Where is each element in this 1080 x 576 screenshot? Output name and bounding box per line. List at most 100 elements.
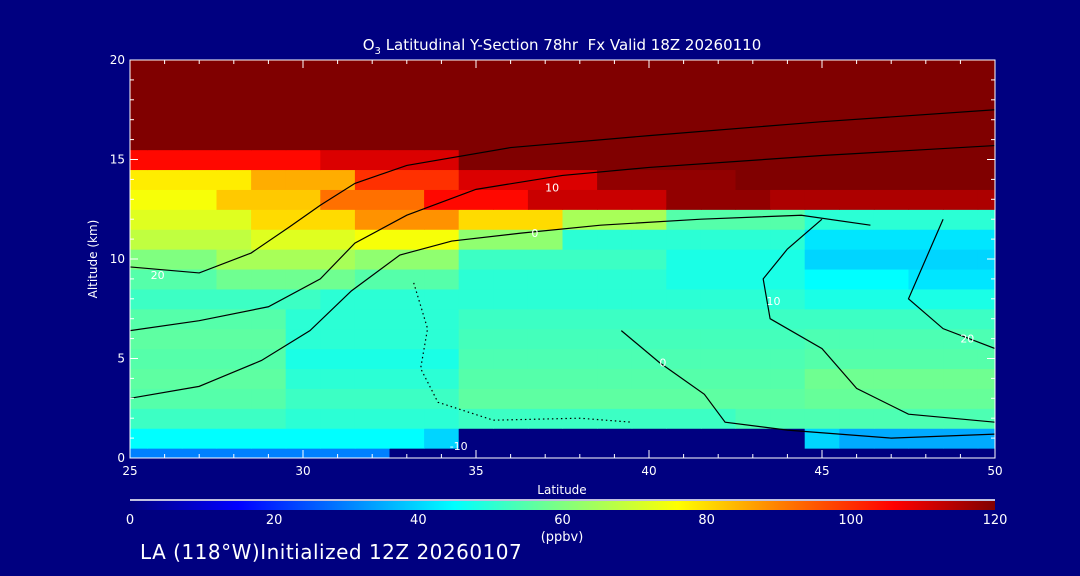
heatmap-cell bbox=[597, 129, 633, 151]
heatmap-cell bbox=[700, 189, 737, 210]
heatmap-cell bbox=[735, 308, 771, 330]
colorbar-tick-label: 120 bbox=[983, 513, 1008, 528]
heatmap-cell bbox=[597, 328, 633, 350]
heatmap-cell bbox=[458, 229, 494, 250]
heatmap-cell bbox=[804, 69, 840, 91]
heatmap-cell bbox=[320, 189, 356, 210]
heatmap-cell bbox=[597, 169, 633, 190]
heatmap-cell bbox=[908, 348, 944, 370]
heatmap-cell bbox=[181, 348, 218, 370]
heatmap-cell bbox=[424, 89, 460, 111]
heatmap-cell bbox=[631, 348, 667, 370]
heatmap-cell bbox=[700, 368, 737, 389]
heatmap-cell bbox=[251, 209, 287, 230]
heatmap-cell bbox=[493, 149, 529, 171]
heatmap-cell bbox=[424, 388, 460, 409]
heatmap-cell bbox=[908, 388, 944, 409]
heatmap-cell bbox=[770, 408, 806, 429]
heatmap-cell bbox=[216, 388, 252, 409]
heatmap-cell bbox=[458, 268, 494, 290]
heatmap-cell bbox=[839, 249, 875, 270]
heatmap-cell bbox=[147, 189, 183, 210]
heatmap-cell bbox=[320, 89, 356, 111]
heatmap-cell bbox=[320, 209, 356, 230]
heatmap-cell bbox=[216, 69, 252, 91]
heatmap-cell bbox=[424, 348, 460, 370]
heatmap-cell bbox=[389, 249, 425, 270]
heatmap-cell bbox=[804, 109, 840, 131]
heatmap-cell bbox=[908, 268, 944, 290]
heatmap-cell bbox=[666, 288, 702, 310]
x-tick-label: 30 bbox=[295, 464, 310, 478]
heatmap-cell bbox=[216, 109, 252, 131]
heatmap-cell bbox=[493, 408, 529, 429]
contour-label: 20 bbox=[960, 333, 974, 346]
heatmap-cell bbox=[147, 229, 183, 250]
heatmap-cell bbox=[285, 368, 321, 389]
heatmap-cell bbox=[251, 89, 287, 111]
heatmap-cell bbox=[493, 348, 529, 370]
heatmap-cell bbox=[493, 109, 529, 131]
heatmap-cell bbox=[770, 129, 806, 151]
heatmap-cell bbox=[527, 169, 564, 190]
heatmap-cell bbox=[181, 368, 218, 389]
axes: 25 30 35 40 45 50 0 5 10 15 20 bbox=[110, 53, 1003, 478]
heatmap-cell bbox=[735, 348, 771, 370]
heatmap-cell bbox=[216, 189, 252, 210]
heatmap-cell bbox=[908, 109, 944, 131]
heatmap-cell bbox=[181, 189, 218, 210]
heatmap-cell bbox=[527, 209, 564, 230]
heatmap-cell bbox=[527, 60, 564, 71]
heatmap-cell bbox=[770, 89, 806, 111]
heatmap-cell bbox=[873, 189, 910, 210]
heatmap-cell bbox=[354, 129, 391, 151]
heatmap-cell bbox=[493, 69, 529, 91]
heatmap-cell bbox=[458, 189, 494, 210]
heatmap-cell bbox=[147, 249, 183, 270]
heatmap-cell bbox=[147, 60, 183, 71]
heatmap-cell bbox=[527, 388, 564, 409]
heatmap-cell bbox=[354, 89, 391, 111]
heatmap-cell bbox=[354, 388, 391, 409]
heatmap-cell bbox=[804, 368, 840, 389]
heatmap-cell bbox=[700, 89, 737, 111]
heatmap-cell bbox=[389, 60, 425, 71]
heatmap-cell bbox=[285, 249, 321, 270]
heatmap-cell bbox=[943, 268, 979, 290]
heatmap-cell bbox=[735, 328, 771, 350]
heatmap-cell bbox=[735, 229, 771, 250]
heatmap-cell bbox=[354, 328, 391, 350]
heatmap-cell bbox=[735, 209, 771, 230]
heatmap-cell bbox=[389, 189, 425, 210]
heatmap-cell bbox=[458, 328, 494, 350]
heatmap-cell bbox=[908, 89, 944, 111]
heatmap-cell bbox=[251, 448, 287, 458]
heatmap-cell bbox=[354, 408, 391, 429]
heatmap-cell bbox=[943, 169, 979, 190]
heatmap-cell bbox=[458, 308, 494, 330]
heatmap-cell bbox=[251, 60, 287, 71]
heatmap-cell bbox=[700, 109, 737, 131]
heatmap-cell bbox=[354, 288, 391, 310]
heatmap-cell bbox=[320, 129, 356, 151]
heatmap-cell bbox=[130, 408, 148, 429]
heatmap-cell bbox=[631, 408, 667, 429]
heatmap-cell bbox=[770, 288, 806, 310]
heatmap-cell bbox=[804, 308, 840, 330]
heatmap-cell bbox=[458, 388, 494, 409]
heatmap-cell bbox=[735, 428, 771, 449]
contour-line bbox=[130, 214, 871, 399]
heatmap-cell bbox=[251, 149, 287, 171]
contour-line bbox=[130, 144, 995, 332]
heatmap-cell bbox=[735, 169, 771, 190]
heatmap-cell bbox=[181, 448, 218, 458]
heatmap-cell bbox=[389, 288, 425, 310]
heatmap-cell bbox=[562, 308, 598, 330]
heatmap-cell bbox=[130, 149, 148, 171]
heatmap-cell bbox=[908, 229, 944, 250]
heatmap-cell bbox=[389, 69, 425, 91]
heatmap-cell bbox=[873, 149, 910, 171]
heatmap-cell bbox=[181, 408, 218, 429]
heatmap-cell bbox=[320, 368, 356, 389]
heatmap-cell bbox=[873, 288, 910, 310]
